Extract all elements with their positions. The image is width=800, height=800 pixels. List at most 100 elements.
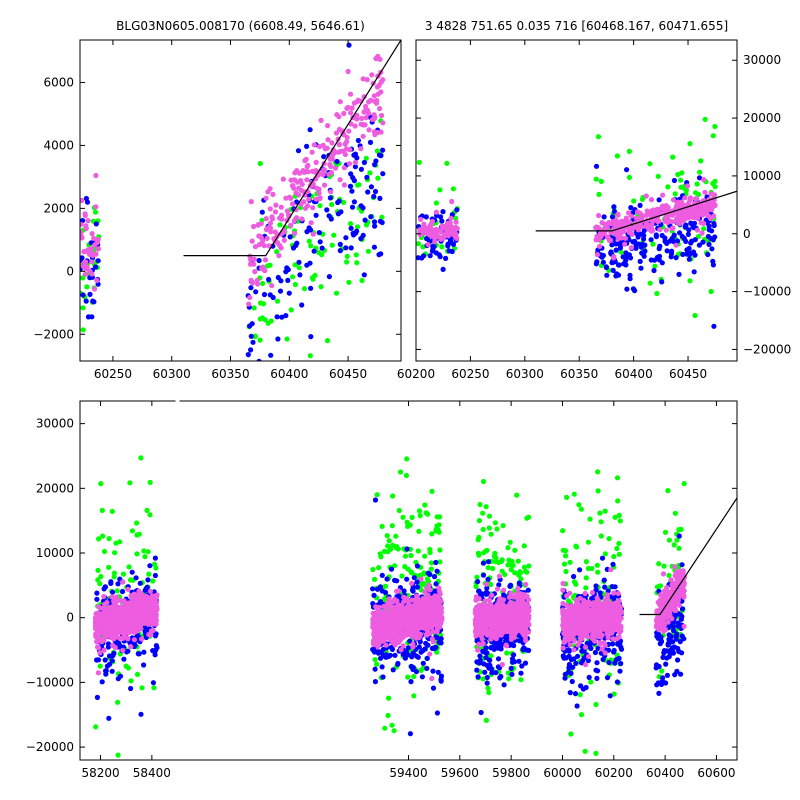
data-point [665, 488, 671, 494]
data-point [492, 550, 498, 557]
data-point [308, 285, 314, 291]
data-point [676, 527, 682, 533]
data-point [453, 219, 459, 225]
data-point [593, 163, 600, 169]
data-point [595, 134, 602, 140]
data-point [257, 160, 263, 167]
data-point [487, 662, 493, 669]
data-point [97, 650, 103, 656]
data-point [600, 259, 607, 265]
data-point [94, 620, 100, 626]
data-point [659, 279, 665, 285]
data-point [562, 675, 568, 681]
data-point [564, 494, 570, 500]
data-point [288, 222, 294, 228]
data-point [435, 669, 441, 675]
data-point [349, 188, 355, 194]
data-point [672, 644, 678, 650]
data-point [518, 677, 524, 683]
data-point [284, 265, 290, 271]
data-point [665, 184, 671, 190]
data-point [378, 153, 384, 159]
data-point [487, 657, 493, 663]
data-point [691, 220, 698, 226]
data-point [407, 638, 413, 644]
data-point [377, 655, 384, 661]
data-point [661, 563, 667, 569]
data-point [523, 568, 529, 575]
data-point [153, 565, 159, 571]
data-point [95, 577, 101, 583]
data-point [409, 587, 416, 593]
data-point [602, 584, 608, 590]
data-point [574, 703, 580, 709]
data-point [348, 110, 354, 116]
x-tick-label: 60450 [669, 367, 707, 381]
data-point [294, 168, 300, 174]
data-point [291, 177, 297, 183]
data-point [352, 123, 358, 129]
data-point [386, 653, 392, 660]
data-point [614, 475, 621, 481]
data-point [147, 588, 153, 594]
data-point [670, 627, 677, 634]
data-point [367, 170, 373, 176]
data-point [669, 248, 675, 254]
data-point [585, 565, 592, 572]
data-point [288, 307, 294, 313]
y-tick-label: 4000 [43, 138, 74, 152]
data-point [521, 564, 528, 570]
data-point [712, 178, 718, 184]
data-point [344, 259, 350, 265]
data-point [365, 189, 371, 195]
data-point [408, 552, 414, 559]
panel-top-right: 60200 60250 60300 60350 60400 60450−20000−100… [397, 19, 791, 381]
data-point [106, 653, 113, 659]
data-point [333, 130, 340, 136]
data-point [484, 650, 490, 656]
data-point [93, 264, 99, 270]
data-point [495, 664, 501, 670]
data-point [666, 572, 672, 579]
data-point [474, 667, 480, 673]
data-point [423, 214, 429, 220]
data-point [363, 155, 369, 161]
data-point [371, 93, 377, 99]
data-point [152, 572, 158, 579]
plot-area [92, 455, 737, 758]
data-point [274, 298, 281, 304]
data-point [701, 220, 707, 226]
data-point [152, 633, 158, 639]
data-point [327, 195, 333, 201]
data-point [495, 656, 502, 662]
data-point [568, 731, 574, 737]
data-point [438, 236, 444, 242]
data-point [273, 202, 279, 208]
data-point [360, 133, 366, 139]
data-point [252, 334, 258, 340]
data-point [368, 184, 374, 190]
data-point [137, 580, 143, 586]
data-point [274, 249, 280, 255]
data-point [699, 212, 706, 218]
data-point [120, 647, 126, 653]
data-point [116, 624, 122, 630]
data-point [575, 653, 581, 659]
data-point [264, 235, 270, 241]
data-point [269, 283, 275, 289]
data-point [114, 588, 120, 594]
data-point [376, 82, 382, 88]
data-point [148, 628, 154, 634]
data-point [359, 277, 365, 284]
data-point [409, 580, 415, 587]
data-point [596, 191, 602, 197]
data-point [437, 615, 444, 621]
data-point [96, 626, 102, 633]
data-point [474, 574, 480, 580]
data-point [686, 245, 692, 252]
data-point [689, 213, 695, 219]
data-point [660, 192, 666, 198]
data-point [608, 249, 614, 255]
data-point [711, 213, 717, 219]
data-point [483, 504, 489, 510]
